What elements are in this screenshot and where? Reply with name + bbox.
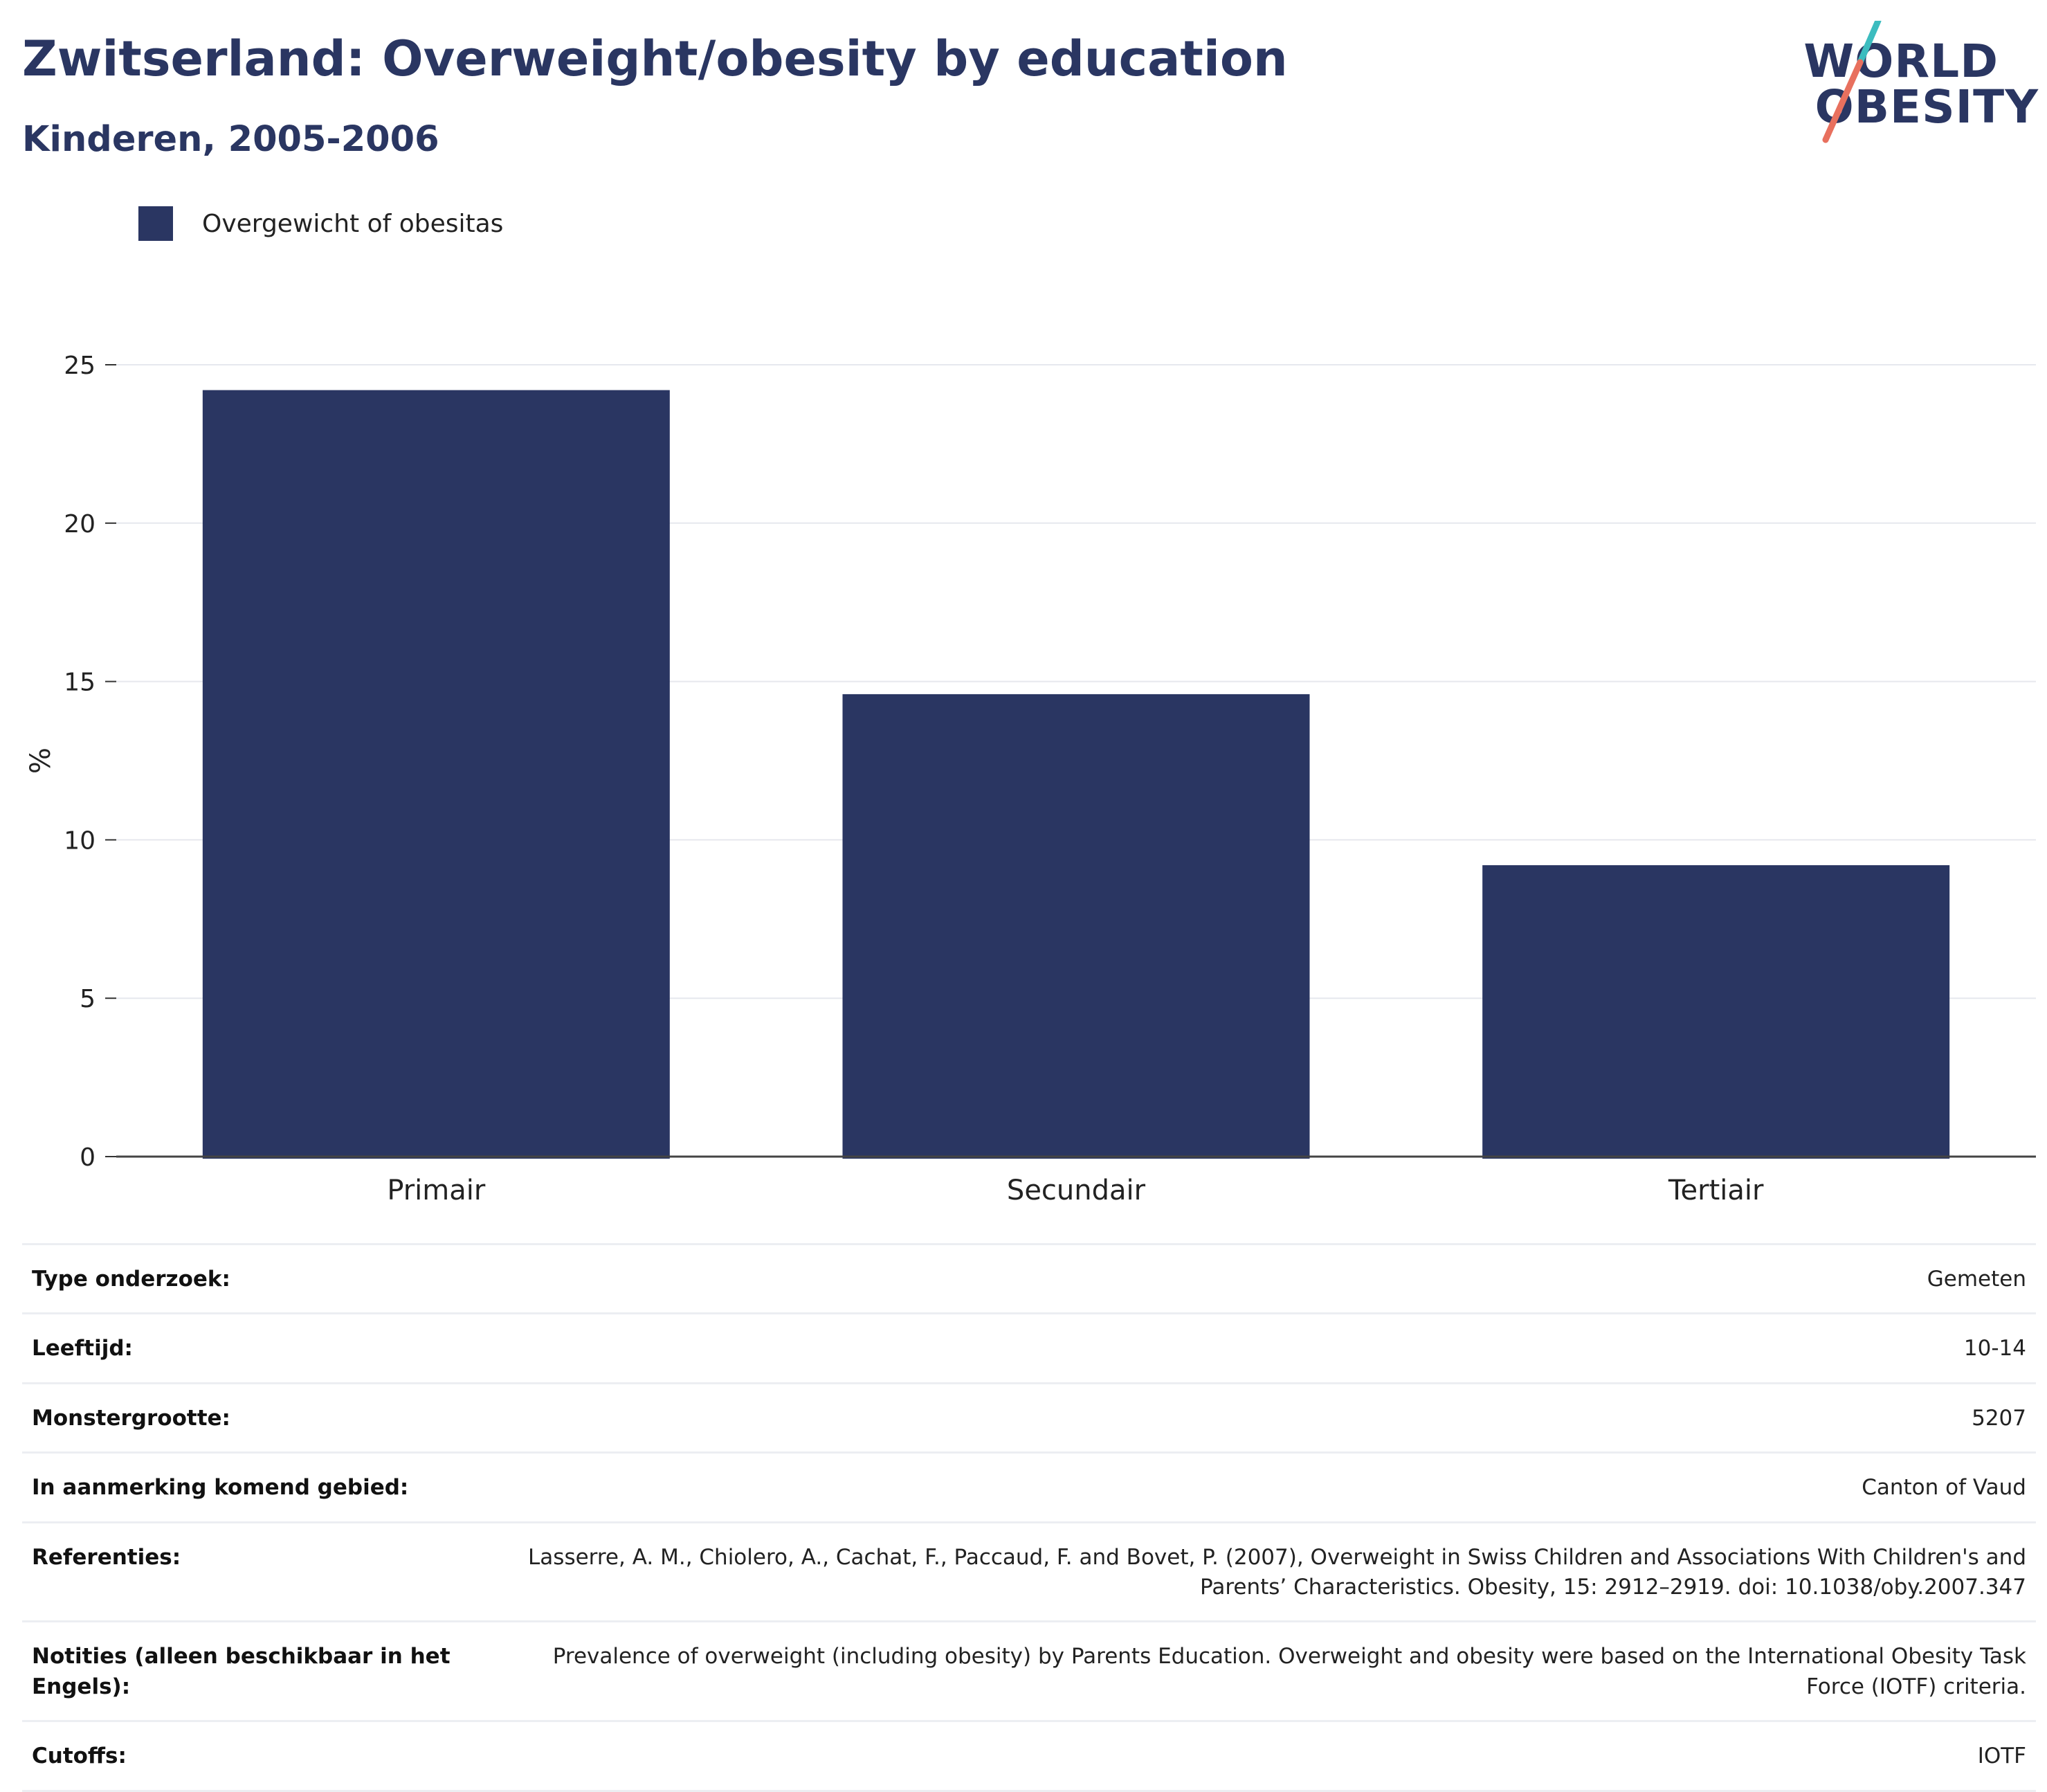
x-tick-label: Primair (387, 1175, 486, 1206)
metadata-row: Leeftijd: 10-14 (22, 1312, 2036, 1382)
bar-secundair (842, 694, 1310, 1159)
metadata-key: Leeftijd: (32, 1336, 133, 1361)
metadata-value: 5207 (1972, 1405, 2026, 1431)
chart-legend: Overgewicht of obesitas (138, 206, 503, 241)
metadata-key: Monstergrootte: (32, 1405, 230, 1431)
bar-primair (202, 390, 670, 1159)
metadata-value: 10-14 (1963, 1336, 2026, 1361)
logo-word-obesity: OBESITY (1814, 80, 2039, 134)
bar-chart: 0 5 10 15 20 25% Primair Secundair Tertiair (25, 352, 2036, 1206)
metadata-value: Gemeten (1927, 1267, 2026, 1292)
y-tick-label: 5 (80, 985, 95, 1013)
y-tick-label: 25 (64, 352, 95, 380)
y-tick-label: 15 (64, 669, 95, 697)
metadata-row: Referenties: Lasserre, A. M., Chiolero, A… (22, 1521, 2036, 1621)
legend-swatch (138, 206, 173, 241)
y-tick-label: 10 (64, 826, 95, 855)
world-obesity-logo: WORLD OBESITY (1803, 21, 2040, 145)
metadata-row: Notities (alleen beschikbaar in het Enge… (22, 1620, 2036, 1720)
metadata-key: Referenties: (32, 1544, 181, 1570)
logo-slash-teal (1857, 21, 1882, 66)
metadata-row: In aanmerking komend gebied: Canton of Va… (22, 1451, 2036, 1521)
metadata-row: Type onderzoek: Gemeten (22, 1243, 2036, 1312)
chart-title: Zwitserland: Overweight/obesity by educa… (22, 30, 1288, 87)
y-tick-label: 0 (80, 1143, 95, 1172)
metadata-key: In aanmerking komend gebied: (32, 1475, 409, 1501)
chart-subtitle: Kinderen, 2005-2006 (22, 119, 439, 160)
metadata-value: IOTF (1977, 1744, 2026, 1769)
legend-label: Overgewicht of obesitas (202, 209, 504, 238)
metadata-key: Type onderzoek: (32, 1267, 230, 1292)
x-tick-label: Tertiair (1668, 1175, 1764, 1206)
y-axis-label: % (25, 748, 57, 774)
metadata-value: Canton of Vaud (1862, 1475, 2026, 1501)
logo-word-world: WORLD (1803, 35, 1999, 88)
y-tick-label: 20 (64, 510, 95, 538)
x-tick-label: Secundair (1007, 1175, 1146, 1206)
bar-tertiair (1482, 865, 1950, 1159)
metadata-value: Prevalence of overweight (including obes… (552, 1644, 2026, 1699)
metadata-value: Lasserre, A. M., Chiolero, A., Cachat, F… (528, 1544, 2026, 1600)
metadata-row: Cutoffs: IOTF (22, 1720, 2036, 1792)
metadata-table: Type onderzoek: Gemeten Leeftijd: 10-14 Mons… (22, 1243, 2036, 1792)
metadata-key: Cutoffs: (32, 1744, 127, 1769)
logo-slash-icon (1822, 21, 1882, 143)
metadata-row: Monstergrootte: 5207 (22, 1382, 2036, 1451)
logo-slash-coral (1822, 59, 1864, 143)
metadata-key: Notities (alleen beschikbaar in het Enge… (32, 1644, 451, 1699)
